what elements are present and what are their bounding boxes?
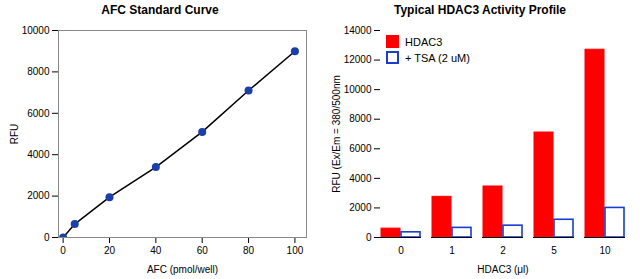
svg-text:12000: 12000 <box>344 54 372 65</box>
svg-text:100: 100 <box>287 245 304 256</box>
svg-text:2000: 2000 <box>349 202 372 213</box>
svg-text:AFC (pmol/well): AFC (pmol/well) <box>147 264 218 275</box>
svg-text:14000: 14000 <box>344 25 372 36</box>
svg-text:8000: 8000 <box>27 66 50 77</box>
svg-text:0: 0 <box>44 232 50 243</box>
svg-text:2000: 2000 <box>27 190 50 201</box>
html-text:Typical HDAC3 Activity Profile: Typical HDAC3 Activity Profile <box>394 3 566 17</box>
svg-text:8000: 8000 <box>349 113 372 124</box>
svg-text:0: 0 <box>366 232 372 243</box>
svg-text:40: 40 <box>150 245 162 256</box>
svg-text:80: 80 <box>243 245 255 256</box>
svg-text:4000: 4000 <box>349 173 372 184</box>
svg-text:2: 2 <box>500 245 506 256</box>
svg-text:6000: 6000 <box>349 143 372 154</box>
html-text:AFC Standard Curve: AFC Standard Curve <box>101 3 219 17</box>
svg-text:RFU (Ex/Em = 380/500nm: RFU (Ex/Em = 380/500nm <box>331 75 342 193</box>
svg-text:10000: 10000 <box>344 84 372 95</box>
html-text:HDAC3: HDAC3 <box>405 35 443 48</box>
svg-text:1: 1 <box>449 245 455 256</box>
html-text:+ TSA (2 uM): + TSA (2 uM) <box>405 51 470 64</box>
svg-text:6000: 6000 <box>27 108 50 119</box>
svg-text:0: 0 <box>60 245 66 256</box>
svg-text:4000: 4000 <box>27 149 50 160</box>
svg-text:60: 60 <box>197 245 209 256</box>
svg-text:5: 5 <box>551 245 557 256</box>
svg-text:0: 0 <box>398 245 404 256</box>
svg-text:20: 20 <box>104 245 116 256</box>
svg-text:RFU: RFU <box>9 124 20 145</box>
svg-text:10000: 10000 <box>22 25 50 36</box>
svg-text:HDAC3 (μl): HDAC3 (μl) <box>477 264 528 275</box>
svg-text:10: 10 <box>599 245 611 256</box>
